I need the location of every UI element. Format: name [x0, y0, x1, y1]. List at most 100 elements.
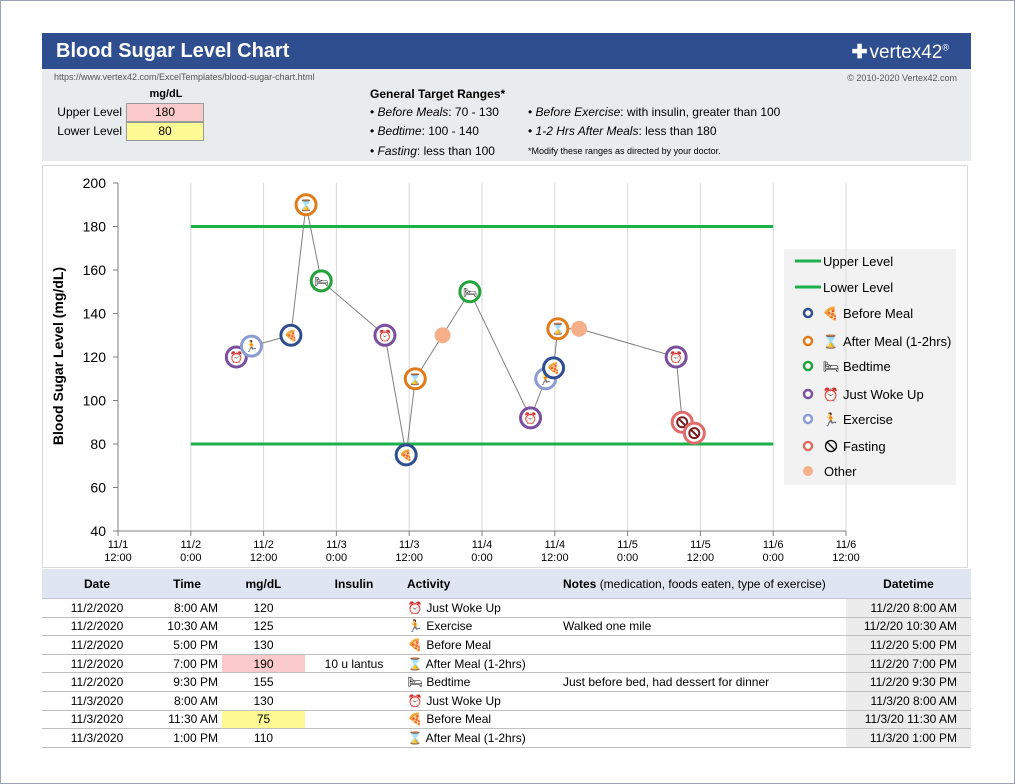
cell-date[interactable]: 11/2/2020 — [42, 635, 152, 655]
cell-time[interactable]: 5:00 PM — [152, 635, 222, 655]
cell-notes[interactable] — [559, 728, 846, 748]
cell-date[interactable]: 11/3/2020 — [42, 710, 152, 730]
cell-date[interactable]: 11/3/2020 — [42, 691, 152, 711]
cell-mgdl[interactable]: 120 — [222, 598, 305, 618]
cell-date[interactable]: 11/3/2020 — [42, 728, 152, 748]
data-point-bedtime: 🛏 — [309, 269, 333, 293]
cell-datetime[interactable]: 11/2/20 8:00 AM — [846, 598, 971, 618]
table-header-row: Date Time mg/dL Insulin Activity Notes (… — [42, 569, 971, 599]
template-url[interactable]: https://www.vertex42.com/ExcelTemplates/… — [54, 72, 315, 82]
cell-mgdl[interactable]: 75 — [222, 710, 305, 730]
x-tick-label-date: 11/3 — [399, 539, 420, 551]
cell-notes[interactable] — [559, 654, 846, 674]
legend-item-before_meal: 🍕 Before Meal — [802, 306, 913, 322]
upper-level-input[interactable]: 180 — [126, 103, 204, 122]
cell-datetime[interactable]: 11/2/20 7:00 PM — [846, 654, 971, 674]
table-row: 11/3/2020 1:00 PM 110 ⌛ After Meal (1-2hrs)… — [42, 728, 971, 748]
cell-mgdl[interactable]: 130 — [222, 635, 305, 655]
x-tick-label-date: 11/3 — [326, 539, 347, 551]
cell-activity[interactable]: ⌛ After Meal (1-2hrs) — [403, 654, 559, 674]
point-ring — [664, 345, 688, 369]
cell-activity[interactable]: ⏰ Just Woke Up — [403, 691, 559, 711]
cell-insulin[interactable]: 10 u lantus — [305, 654, 403, 674]
cell-time[interactable]: 8:00 AM — [152, 598, 222, 618]
log-table: Date Time mg/dL Insulin Activity Notes (… — [42, 569, 971, 748]
cell-datetime[interactable]: 11/3/20 11:30 AM — [846, 710, 971, 730]
data-point-bedtime: 🛏 — [458, 280, 482, 304]
fasting-icon — [824, 439, 838, 453]
cell-datetime[interactable]: 11/2/20 10:30 AM — [846, 617, 971, 637]
cell-activity[interactable]: 🏃 Exercise — [403, 617, 559, 637]
cell-datetime[interactable]: 11/2/20 5:00 PM — [846, 635, 971, 655]
logo-mark-icon: ✚ — [851, 42, 868, 63]
cell-activity[interactable]: ⌛ After Meal (1-2hrs) — [403, 728, 559, 748]
range-before-exercise: • Before Exercise: with insulin, greater… — [528, 105, 781, 119]
cell-time[interactable]: 1:00 PM — [152, 728, 222, 748]
range-before-meals: • Before Meals: 70 - 130 — [370, 105, 499, 119]
cell-insulin[interactable] — [305, 728, 403, 748]
just_woke_up-icon: ⏰ — [378, 328, 392, 342]
cell-insulin[interactable] — [305, 691, 403, 711]
cell-datetime[interactable]: 11/3/20 1:00 PM — [846, 728, 971, 748]
cell-notes[interactable]: Walked one mile — [559, 617, 846, 637]
cell-date[interactable]: 11/2/2020 — [42, 654, 152, 674]
point-dot — [571, 320, 588, 337]
lower-level-label: Lower Level — [57, 124, 122, 138]
cell-activity[interactable]: 🍕 Before Meal — [403, 710, 559, 730]
vertex42-logo[interactable]: ✚ vertex42® — [852, 41, 949, 64]
x-tick-label-date: 11/1 — [108, 539, 129, 551]
cell-mgdl[interactable]: 130 — [222, 691, 305, 711]
data-series: ⏰🏃🍕⌛🛏⏰🍕⌛🛏⏰🏃🍕⌛⏰ — [224, 193, 706, 467]
cell-activity[interactable]: 🍕 Before Meal — [403, 635, 559, 655]
data-point-after_meal: ⌛ — [546, 317, 570, 341]
cell-notes[interactable] — [559, 635, 846, 655]
fasting-icon — [688, 427, 701, 440]
cell-activity[interactable]: 🛏 Bedtime — [403, 672, 559, 692]
table-row: 11/2/2020 10:30 AM 125 🏃 Exercise Walked one… — [42, 617, 971, 637]
activity-icon: ⌛ — [407, 730, 423, 745]
point-ring — [239, 334, 263, 358]
activity-icon: 🍕 — [407, 637, 423, 652]
legend-item-after_meal: ⌛ After Meal (1-2hrs) — [802, 334, 951, 350]
cell-time[interactable]: 7:00 PM — [152, 654, 222, 674]
table-row: 11/2/2020 7:00 PM 190 10 u lantus ⌛ After Me… — [42, 654, 971, 674]
cell-mgdl[interactable]: 155 — [222, 672, 305, 692]
cell-activity[interactable]: ⏰ Just Woke Up — [403, 598, 559, 618]
cell-insulin[interactable] — [305, 598, 403, 618]
range-fasting: • Fasting: less than 100 — [370, 144, 495, 158]
legend-label-upper: Upper Level — [823, 254, 893, 269]
cell-time[interactable]: 10:30 AM — [152, 617, 222, 637]
exercise-icon: 🏃 — [245, 340, 259, 353]
cell-insulin[interactable] — [305, 672, 403, 692]
cell-insulin[interactable] — [305, 635, 403, 655]
y-tick-label: 140 — [83, 306, 107, 322]
cell-mgdl[interactable]: 190 — [222, 654, 305, 674]
cell-datetime[interactable]: 11/3/20 8:00 AM — [846, 691, 971, 711]
cell-date[interactable]: 11/2/2020 — [42, 617, 152, 637]
x-tick-label-date: 11/5 — [617, 539, 638, 551]
cell-time[interactable]: 9:30 PM — [152, 672, 222, 692]
lower-level-input[interactable]: 80 — [126, 122, 204, 141]
cell-notes[interactable] — [559, 598, 846, 618]
data-point-after_meal: ⌛ — [403, 367, 427, 391]
cell-datetime[interactable]: 11/2/20 9:30 PM — [846, 672, 971, 692]
cell-notes[interactable] — [559, 691, 846, 711]
legend-marker — [803, 466, 813, 476]
cell-notes[interactable]: Just before bed, had dessert for dinner — [559, 672, 846, 692]
cell-mgdl[interactable]: 110 — [222, 728, 305, 748]
activity-label: Before Meal — [423, 712, 492, 727]
cell-insulin[interactable] — [305, 710, 403, 730]
chart-panel: Blood Sugar Level (mg/dL) 40 60 80 100 120 14… — [42, 165, 968, 568]
legend-label: Just Woke Up — [843, 387, 924, 402]
info-panel: https://www.vertex42.com/ExcelTemplates/… — [42, 69, 971, 161]
cell-mgdl[interactable]: 125 — [222, 617, 305, 637]
cell-date[interactable]: 11/2/2020 — [42, 672, 152, 692]
table-row: 11/2/2020 5:00 PM 130 🍕 Before Meal 11/2/20 … — [42, 635, 971, 655]
cell-insulin[interactable] — [305, 617, 403, 637]
cell-date[interactable]: 11/2/2020 — [42, 598, 152, 618]
col-insulin: Insulin — [305, 569, 403, 599]
cell-time[interactable]: 8:00 AM — [152, 691, 222, 711]
cell-notes[interactable] — [559, 710, 846, 730]
bedtime-icon: 🛏 — [314, 275, 328, 288]
cell-time[interactable]: 11:30 AM — [152, 710, 222, 730]
